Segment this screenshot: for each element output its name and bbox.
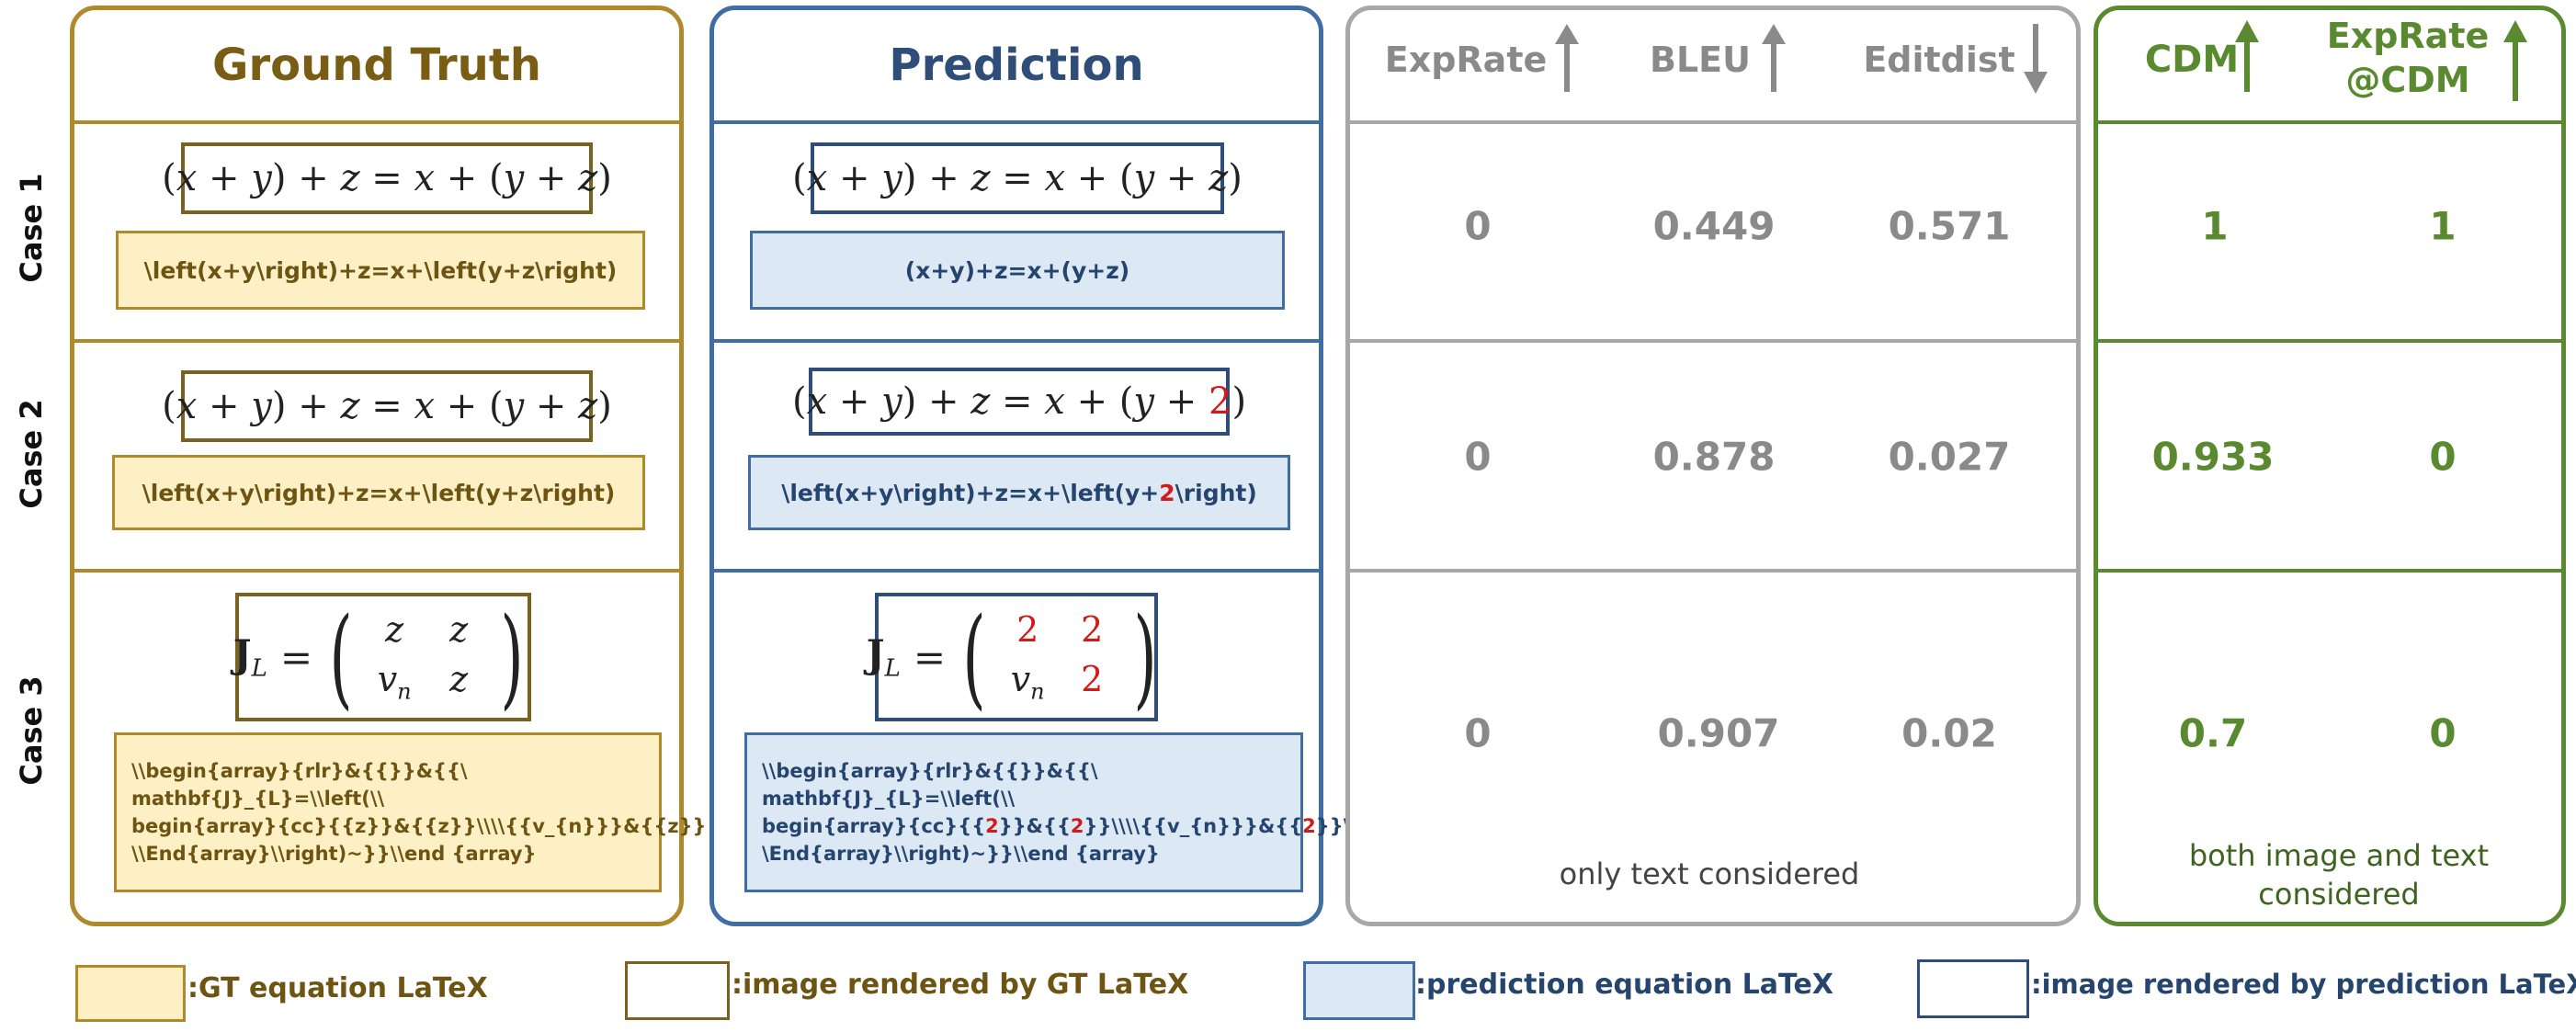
pred-latex-3: \\begin{array}{rlr}&{{}}&{{\ mathbf{J}_{… [744,732,1350,892]
gt-rendered-equation-1: (x + y) + z = x + (y + z) [162,142,612,214]
case-3-bleu: 0.907 [1657,710,1780,756]
case-3-editdist: 0.02 [1901,710,1997,756]
case-2-cdm: 0.933 [2151,434,2275,480]
text-metrics-panel [1345,6,2081,926]
case-2-exprate: 0 [1464,434,1492,480]
exprate-cdm-header-line2: @CDM [2345,60,2470,100]
pred-rendered-equation-1: (x + y) + z = x + (y + z) [792,142,1243,214]
editdist-header: Editdist [1863,40,2015,80]
case-2-label: Case 2 [14,399,49,509]
case-3-cdm: 0.7 [2178,710,2248,756]
gt-rendered-matrix: JL = ( z z vn z ) [233,593,531,721]
legend-gt-latex: :GT equation LaTeX [187,972,488,1004]
case-2-bleu: 0.878 [1652,434,1776,480]
pred-rendered-matrix: JL = ( 2 2 vn 2 ) [866,593,1158,721]
gt-rendered-equation-2: (x + y) + z = x + (y + z) [162,370,612,442]
legend-pred-image: :image rendered by prediction LaTeX [2031,969,2576,1000]
bleu-header: BLEU [1650,40,1751,80]
legend-swatch-gt-image [625,961,730,1020]
legend-swatch-pred-image [1917,959,2029,1018]
image-metrics-panel [2094,6,2566,926]
case-1-exprate-cdm: 1 [2429,203,2457,249]
pred-latex-1: (x+y)+z=x+(y+z) [750,231,1285,310]
case-1-cdm: 1 [2201,203,2229,249]
ground-truth-title: Ground Truth [212,40,541,91]
arrow-up-icon [2503,20,2527,101]
legend-pred-latex: :prediction equation LaTeX [1415,969,1833,1001]
case-1-label: Case 1 [14,173,49,283]
exprate-header: ExpRate [1384,40,1548,80]
gt-latex-2: \left(x+y\right)+z=x+\left(y+z\right) [112,455,645,530]
gt-expr-2: (x + y) + z = x + (y + z) [162,385,612,427]
case-1-exprate: 0 [1464,203,1492,249]
case-1-bleu: 0.449 [1652,203,1776,249]
legend-swatch-gt-latex [75,965,186,1022]
gt-latex-3: \\begin{array}{rlr}&{{}}&{{\ mathbf{J}_{… [114,732,706,892]
prediction-title: Prediction [889,40,1144,91]
legend-swatch-pred-latex [1303,961,1415,1020]
case-1-editdist: 0.571 [1888,203,2011,249]
text-only-note: only text considered [1559,856,1860,891]
image-text-note: both image and text considered [2188,838,2490,912]
gt-latex-1: \left(x+y\right)+z=x+\left(y+z\right) [116,231,645,310]
legend-gt-image: :image rendered by GT LaTeX [732,969,1189,1001]
pred-expr-2: (x + y) + z = x + (y + 2) [791,380,1247,423]
gt-expr-1: (x + y) + z = x + (y + z) [162,157,612,199]
case-2-exprate-cdm: 0 [2429,434,2457,480]
arrow-up-icon [2235,20,2259,92]
pred-rendered-equation-2: (x + y) + z = x + (y + 2) [792,368,1246,436]
arrow-up-icon [1555,24,1579,92]
cdm-header: CDM [2144,39,2240,81]
arrow-up-icon [1762,24,1786,92]
case-3-exprate-cdm: 0 [2429,710,2457,756]
case-3-label: Case 3 [14,675,49,786]
arrow-down-icon [2024,24,2048,94]
pred-expr-1: (x + y) + z = x + (y + z) [792,157,1243,199]
case-3-exprate: 0 [1464,710,1492,756]
pred-latex-2: \left(x+y\right)+z=x+\left(y+ 2 \right) [748,455,1290,530]
case-2-editdist: 0.027 [1888,434,2011,480]
exprate-cdm-header-line1: ExpRate [2326,16,2490,56]
